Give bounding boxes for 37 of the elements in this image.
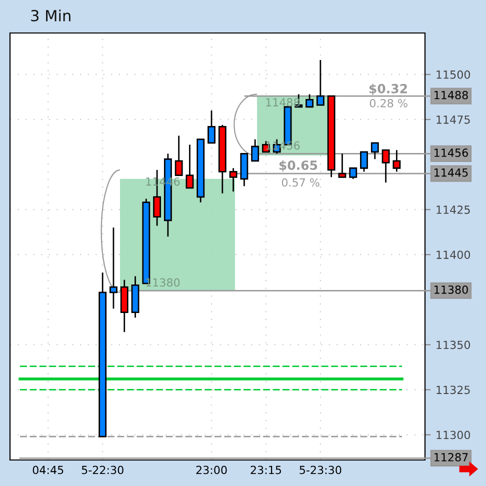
- chart-title: 3 Min: [31, 10, 70, 22]
- x-tick-label: 23:00: [196, 466, 227, 474]
- candlestick: [186, 144, 194, 189]
- x-tick-label: 5-23:30: [300, 466, 342, 474]
- annotation: $0.65: [279, 160, 318, 172]
- candlestick: [392, 149, 401, 172]
- ref-line-label: 11380: [434, 285, 468, 294]
- y-tick-label: 11350: [436, 340, 470, 350]
- candlestick: [174, 135, 183, 176]
- ref-line-label: 11456: [434, 148, 468, 157]
- ref-line-label: 11445: [434, 168, 468, 177]
- annotation: $0.32: [369, 84, 407, 96]
- candlestick: [208, 110, 216, 144]
- candlestick: [110, 226, 118, 310]
- x-tick-label: 5-22:30: [82, 466, 124, 474]
- x-tick-label: 23:15: [250, 466, 282, 474]
- y-tick-label: 11500: [436, 70, 470, 79]
- y-tick-label: 11425: [436, 206, 470, 214]
- candlestick: [349, 167, 358, 180]
- annotation: 0.57 %: [282, 178, 320, 187]
- ref-line-label: 11488: [434, 90, 468, 100]
- y-tick-label: 11475: [436, 116, 470, 124]
- y-tick-label: 11300: [436, 430, 470, 440]
- candlestick: [306, 94, 314, 108]
- candlestick: [360, 151, 368, 172]
- annotation: 11380: [146, 278, 180, 287]
- x-tick-label: 04:45: [32, 466, 64, 474]
- candlestick: [251, 138, 260, 162]
- annotation: 0.28 %: [370, 98, 408, 108]
- candlestick: [370, 142, 379, 160]
- y-tick-label: 11400: [436, 250, 470, 259]
- candlestick: [338, 153, 346, 178]
- candlestick: [229, 167, 238, 192]
- candlestick: [382, 149, 390, 184]
- candlestick: [316, 59, 324, 106]
- ref-line-label: 11287: [434, 453, 468, 462]
- y-tick-label: 11325: [436, 386, 470, 394]
